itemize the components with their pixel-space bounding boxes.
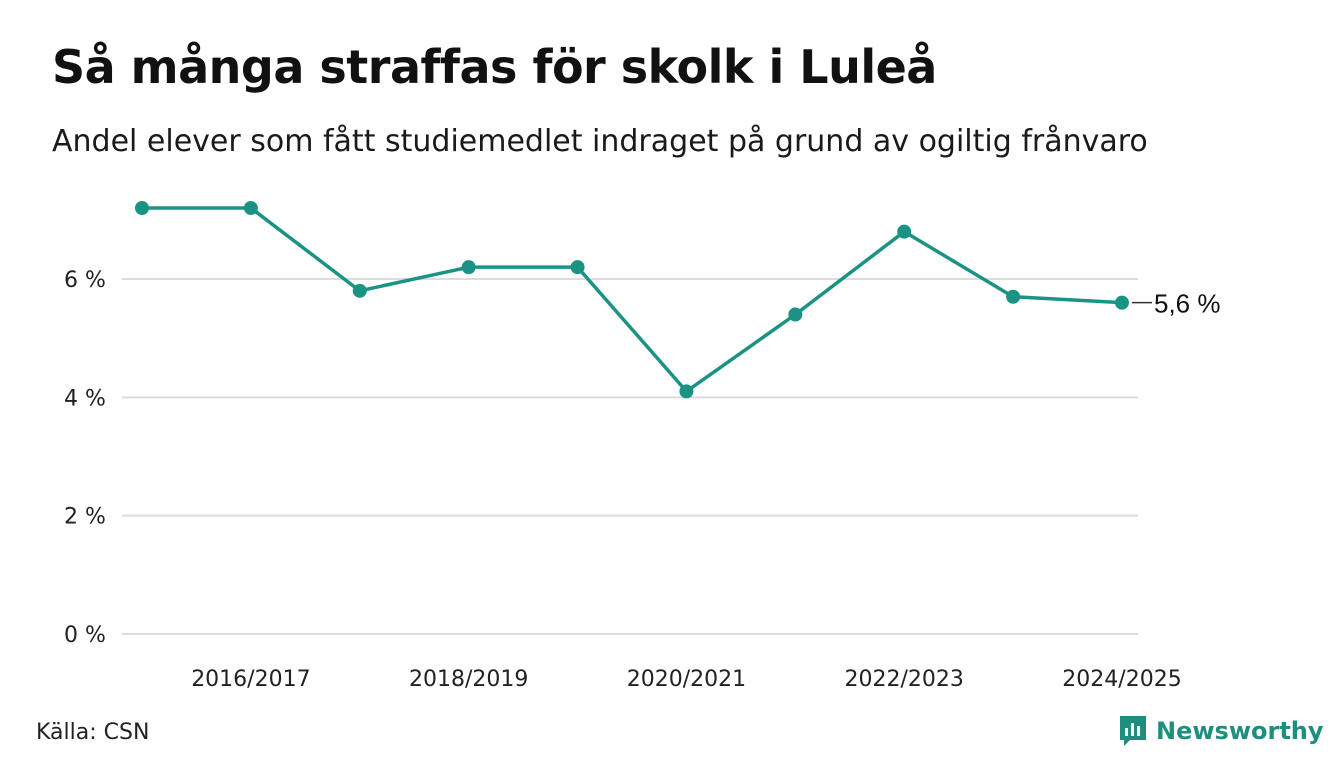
data-point	[135, 201, 149, 215]
series: 5,6 %	[135, 201, 1221, 399]
newsworthy-logo-icon	[1120, 716, 1146, 746]
source-note: Källa: CSN	[36, 720, 150, 745]
brand: Newsworthy	[1118, 714, 1324, 748]
chart-title: Så många straffas för skolk i Luleå	[52, 40, 937, 94]
x-tick-label: 2016/2017	[191, 667, 310, 692]
y-tick-label: 4 %	[64, 386, 106, 411]
y-tick-label: 0 %	[64, 623, 106, 648]
y-axis-ticks: 0 % 2 % 4 % 6 %	[64, 268, 106, 648]
data-point	[461, 260, 476, 275]
x-tick-label: 2020/2021	[627, 667, 746, 692]
end-value-label: 5,6 %	[1154, 289, 1221, 319]
chart-subtitle: Andel elever som fått studiemedlet indra…	[52, 124, 1148, 159]
x-tick-label: 2018/2019	[409, 667, 528, 692]
y-tick-label: 6 %	[64, 268, 106, 293]
data-point	[679, 384, 694, 399]
x-axis-ticks: 2016/2017 2018/2019 2020/2021 2022/2023 2024…	[191, 667, 1182, 692]
grid-lines	[122, 278, 1138, 635]
y-tick-label: 2 %	[64, 505, 106, 530]
data-point	[897, 224, 912, 239]
data-point	[352, 283, 367, 298]
series-line	[142, 206, 1123, 394]
line-chart: 0 % 2 % 4 % 6 % 2016/2017 2018/2019 2020/2021…	[64, 201, 1221, 692]
data-point	[1115, 295, 1129, 310]
x-tick-label: 2024/2025	[1062, 667, 1181, 692]
data-point	[788, 307, 803, 322]
data-point	[570, 260, 585, 275]
data-point	[1006, 289, 1021, 304]
data-point	[243, 201, 258, 215]
brand-name: Newsworthy	[1156, 717, 1324, 745]
x-tick-label: 2022/2023	[845, 667, 964, 692]
